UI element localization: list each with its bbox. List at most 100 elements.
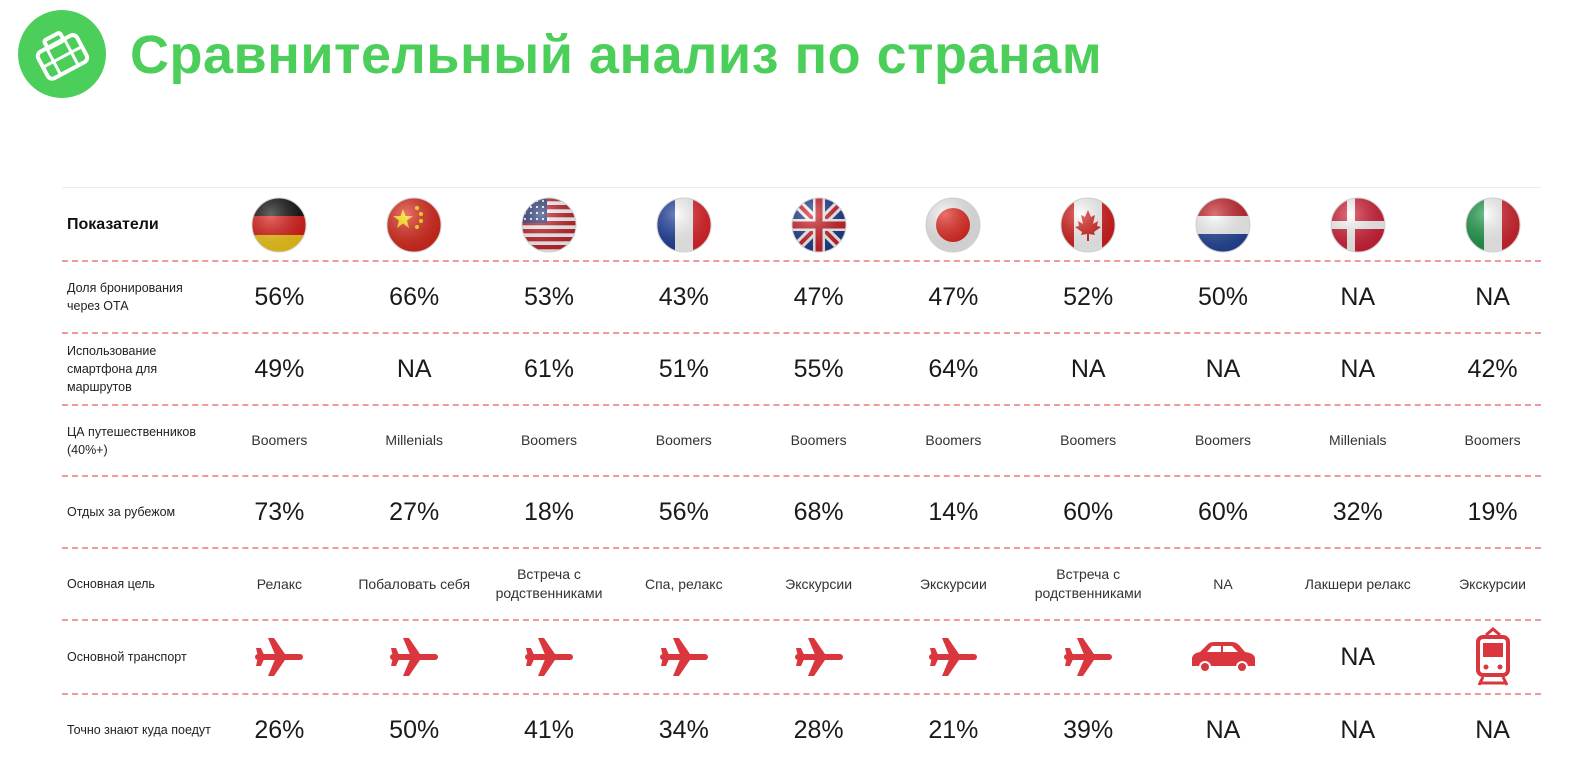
table-cell: NA — [396, 354, 432, 383]
airplane-icon — [886, 627, 1021, 687]
china-flag-icon — [347, 197, 482, 253]
table-cell: NA — [1475, 282, 1510, 311]
comparison-table: Показатели Доля бронирования через ОТА 56… — [62, 190, 1541, 765]
row-ota-booking-share: Доля бронирования через ОТА 56% 66% 53% 43% 4… — [62, 262, 1541, 334]
table-cell: 56% — [658, 497, 709, 526]
header-label: Показатели — [67, 216, 159, 233]
table-cell: Встреча с родственниками — [1034, 566, 1142, 601]
table-cell: Boomers — [1194, 432, 1251, 448]
page-title: Сравнительный анализ по странам — [130, 25, 1103, 85]
row-main-transport: Основной транспорт NA — [62, 621, 1541, 695]
table-cell: Boomers — [1060, 432, 1117, 448]
canada-flag-icon — [1021, 197, 1156, 253]
airplane-icon — [1021, 627, 1156, 687]
table-cell: 26% — [254, 715, 305, 744]
table-cell: 43% — [658, 282, 709, 311]
germany-flag-icon — [212, 197, 347, 253]
table-cell: 41% — [523, 715, 575, 744]
table-cell: 34% — [658, 715, 709, 744]
airplane-icon — [751, 627, 886, 687]
table-cell: 27% — [389, 497, 440, 526]
table-cell: 60% — [1063, 497, 1114, 526]
table-cell: 39% — [1063, 715, 1114, 744]
row-label: Отдых за рубежом — [67, 505, 176, 519]
japan-flag-icon — [886, 197, 1021, 253]
row-label: Доля бронирования через ОТА — [67, 281, 183, 313]
denmark-flag-icon — [1290, 197, 1425, 253]
table-cell: 28% — [793, 715, 844, 744]
table-cell: 51% — [658, 354, 709, 383]
table-cell: Спа, релакс — [644, 575, 723, 592]
table-cell: Экскурсии — [1459, 575, 1527, 592]
row-label: Основная цель — [67, 577, 155, 591]
table-cell: Релакс — [256, 575, 303, 592]
table-cell: 50% — [1197, 282, 1248, 311]
table-cell: 47% — [793, 282, 844, 311]
row-label: ЦА путешественников (40%+) — [67, 424, 197, 457]
airplane-icon — [616, 627, 751, 687]
table-cell: 60% — [1197, 497, 1248, 526]
table-cell: NA — [1213, 575, 1233, 592]
table-cell: 49% — [254, 354, 305, 383]
table-cell: Boomers — [251, 432, 308, 448]
table-cell: Boomers — [655, 432, 712, 448]
row-smartphone-routes: Использование смартфона для маршрутов 49%… — [62, 334, 1541, 406]
table-cell: Побаловать себя — [358, 575, 471, 592]
italy-flag-icon — [1425, 197, 1560, 253]
france-flag-icon — [616, 197, 751, 253]
row-target-audience: ЦА путешественников (40%+) Boomers Milleni… — [62, 406, 1541, 477]
table-cell: 19% — [1467, 497, 1518, 526]
table-cell: 42% — [1467, 354, 1518, 383]
table-cell: Millenials — [385, 432, 443, 448]
table-cell: NA — [1340, 354, 1376, 383]
table-cell: Boomers — [1464, 432, 1521, 448]
table-cell: Boomers — [925, 432, 982, 448]
table-cell: NA — [1205, 354, 1241, 383]
table-header-row: Показатели — [62, 190, 1541, 262]
row-travel-abroad: Отдых за рубежом 73% 27% 18% 56% 68% 14% 60% 60%… — [62, 477, 1541, 549]
table-cell: 68% — [793, 497, 844, 526]
table-cell: NA — [1340, 642, 1376, 671]
train-icon — [1425, 627, 1560, 687]
table-cell: 73% — [254, 497, 305, 526]
table-cell: 18% — [523, 497, 575, 526]
row-label: Основной транспорт — [67, 650, 187, 664]
row-main-goal: Основная цель Релакс Побаловать себя Встреч… — [62, 549, 1541, 621]
airplane-icon — [347, 627, 482, 687]
airplane-icon — [212, 627, 347, 687]
table-cell: 64% — [928, 354, 979, 383]
table-cell: NA — [1070, 354, 1106, 383]
flag-cells — [212, 197, 1560, 253]
table-cell: Boomers — [520, 432, 577, 448]
table-cell: Встреча с родственниками — [495, 566, 603, 601]
table-cell: 53% — [523, 282, 575, 311]
row-know-destination: Точно знают куда поедут 26% 50% 41% 34% 28% 21… — [62, 695, 1541, 765]
divider — [62, 187, 1541, 188]
table-cell: 55% — [793, 354, 844, 383]
table-cell: 14% — [928, 497, 979, 526]
table-cell: NA — [1205, 715, 1241, 744]
row-label: Использование смартфона для маршрутов — [67, 344, 158, 394]
table-cell: 32% — [1332, 497, 1383, 526]
table-cell: Экскурсии — [785, 575, 853, 592]
suitcase-logo-icon — [18, 10, 106, 98]
table-cell: 50% — [389, 715, 440, 744]
table-cell: 52% — [1063, 282, 1114, 311]
table-cell: Boomers — [790, 432, 847, 448]
table-cell: Millenials — [1328, 432, 1387, 448]
usa-flag-icon — [482, 197, 617, 253]
table-cell: 21% — [928, 715, 979, 744]
table-cell: Лакшери релакс — [1304, 575, 1411, 592]
table-cell: Экскурсии — [919, 575, 987, 592]
table-cell: 61% — [523, 354, 575, 383]
car-icon — [1156, 627, 1291, 687]
uk-flag-icon — [751, 197, 886, 253]
table-cell: 66% — [389, 282, 440, 311]
table-cell: NA — [1340, 715, 1376, 744]
table-cell: NA — [1340, 282, 1376, 311]
table-cell: 56% — [254, 282, 305, 311]
table-cell: 47% — [928, 282, 979, 311]
airplane-icon — [482, 627, 617, 687]
netherlands-flag-icon — [1156, 197, 1291, 253]
row-label: Точно знают куда поедут — [67, 723, 211, 737]
